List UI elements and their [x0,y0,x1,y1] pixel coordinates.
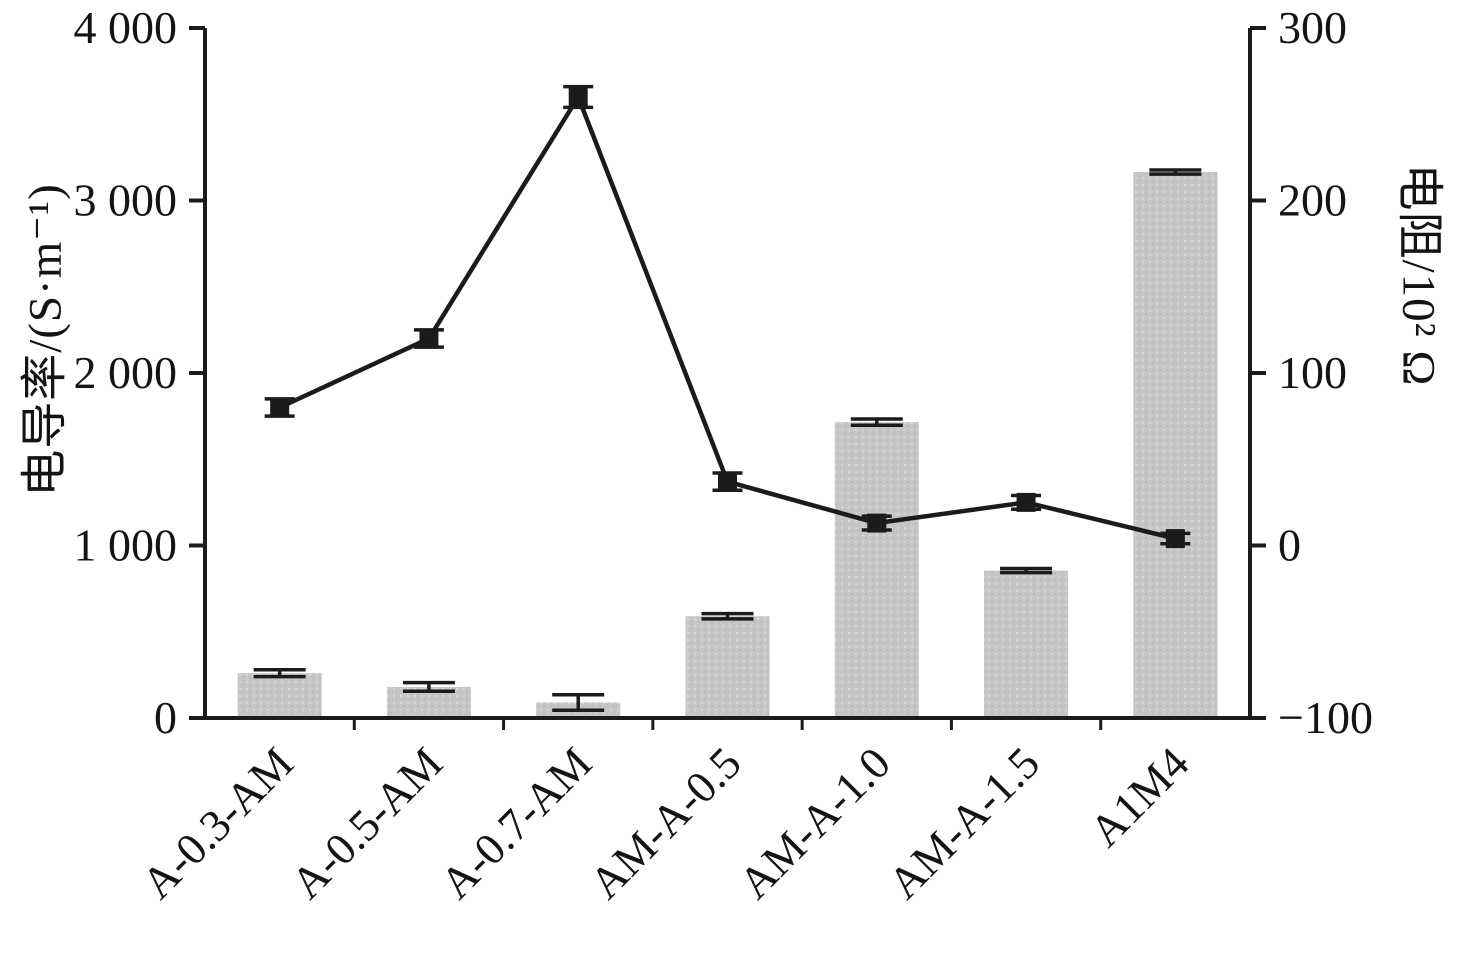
bar-AM-A-1.5 [984,570,1069,718]
line-marker-A-0.5-AM [419,329,439,348]
bar-errorbar [253,667,306,679]
right-tick-label: 0 [1278,520,1301,571]
left-tick-label: 1 000 [74,520,178,571]
left-tick-label: 4 000 [74,2,178,53]
bar-errorbar [552,692,605,712]
right-tick-label: 300 [1278,2,1347,53]
right-tick-label: 100 [1278,347,1347,398]
left-tick-label: 2 000 [74,347,178,398]
line-marker-AM-A-1.0 [867,513,887,533]
left-axis-title: 电导率/(S·m⁻¹) [19,183,72,497]
line-marker-AM-A-0.5 [718,472,737,492]
right-axis-ticks: −100 0 100 200 300 [1250,2,1373,743]
x-axis-labels: A-0.3-AMA-0.5-AMA-0.7-AMAM-A-0.5AM-A-1.0… [132,738,1198,909]
bar-AM-A-1.0 [834,422,919,718]
bar-A1M4 [1133,172,1218,719]
bar-errorbar [1000,566,1053,575]
x-tick-label-AM-A-1.5: AM-A-1.5 [879,738,1050,909]
left-tick-label: 0 [154,692,177,743]
x-tick-label-AM-A-1.0: AM-A-1.0 [729,738,900,909]
left-tick-label: 3 000 [74,175,178,226]
x-tick-label-A1M4: A1M4 [1080,738,1198,856]
line-marker-AM-A-1.5 [1016,492,1036,512]
bar-A-0.3-AM [237,673,322,718]
bar-errorbar [1149,168,1202,176]
x-tick-label-A-0.5-AM: A-0.5-AM [281,738,452,909]
left-axis-ticks: 0 1 000 2 000 3 000 4 000 [74,2,205,743]
x-tick-label-A-0.3-AM: A-0.3-AM [132,738,303,909]
bar-errorbar [850,417,903,428]
bar-AM-A-0.5 [685,616,770,718]
right-tick-label: −100 [1278,692,1373,743]
bar-errorbar [402,680,455,694]
x-axis-ticks [352,718,1103,730]
line-marker-A-0.3-AM [270,398,290,417]
right-axis-title: 电阻/10² Ω [1392,163,1445,387]
right-tick-label: 200 [1278,175,1347,226]
line-marker-A-0.7-AM [568,87,588,107]
bar-errorbar [701,611,754,621]
line-marker-A1M4 [1165,529,1185,549]
x-tick-label-A-0.7-AM: A-0.7-AM [431,738,602,909]
x-tick-label-AM-A-0.5: AM-A-0.5 [580,738,751,909]
